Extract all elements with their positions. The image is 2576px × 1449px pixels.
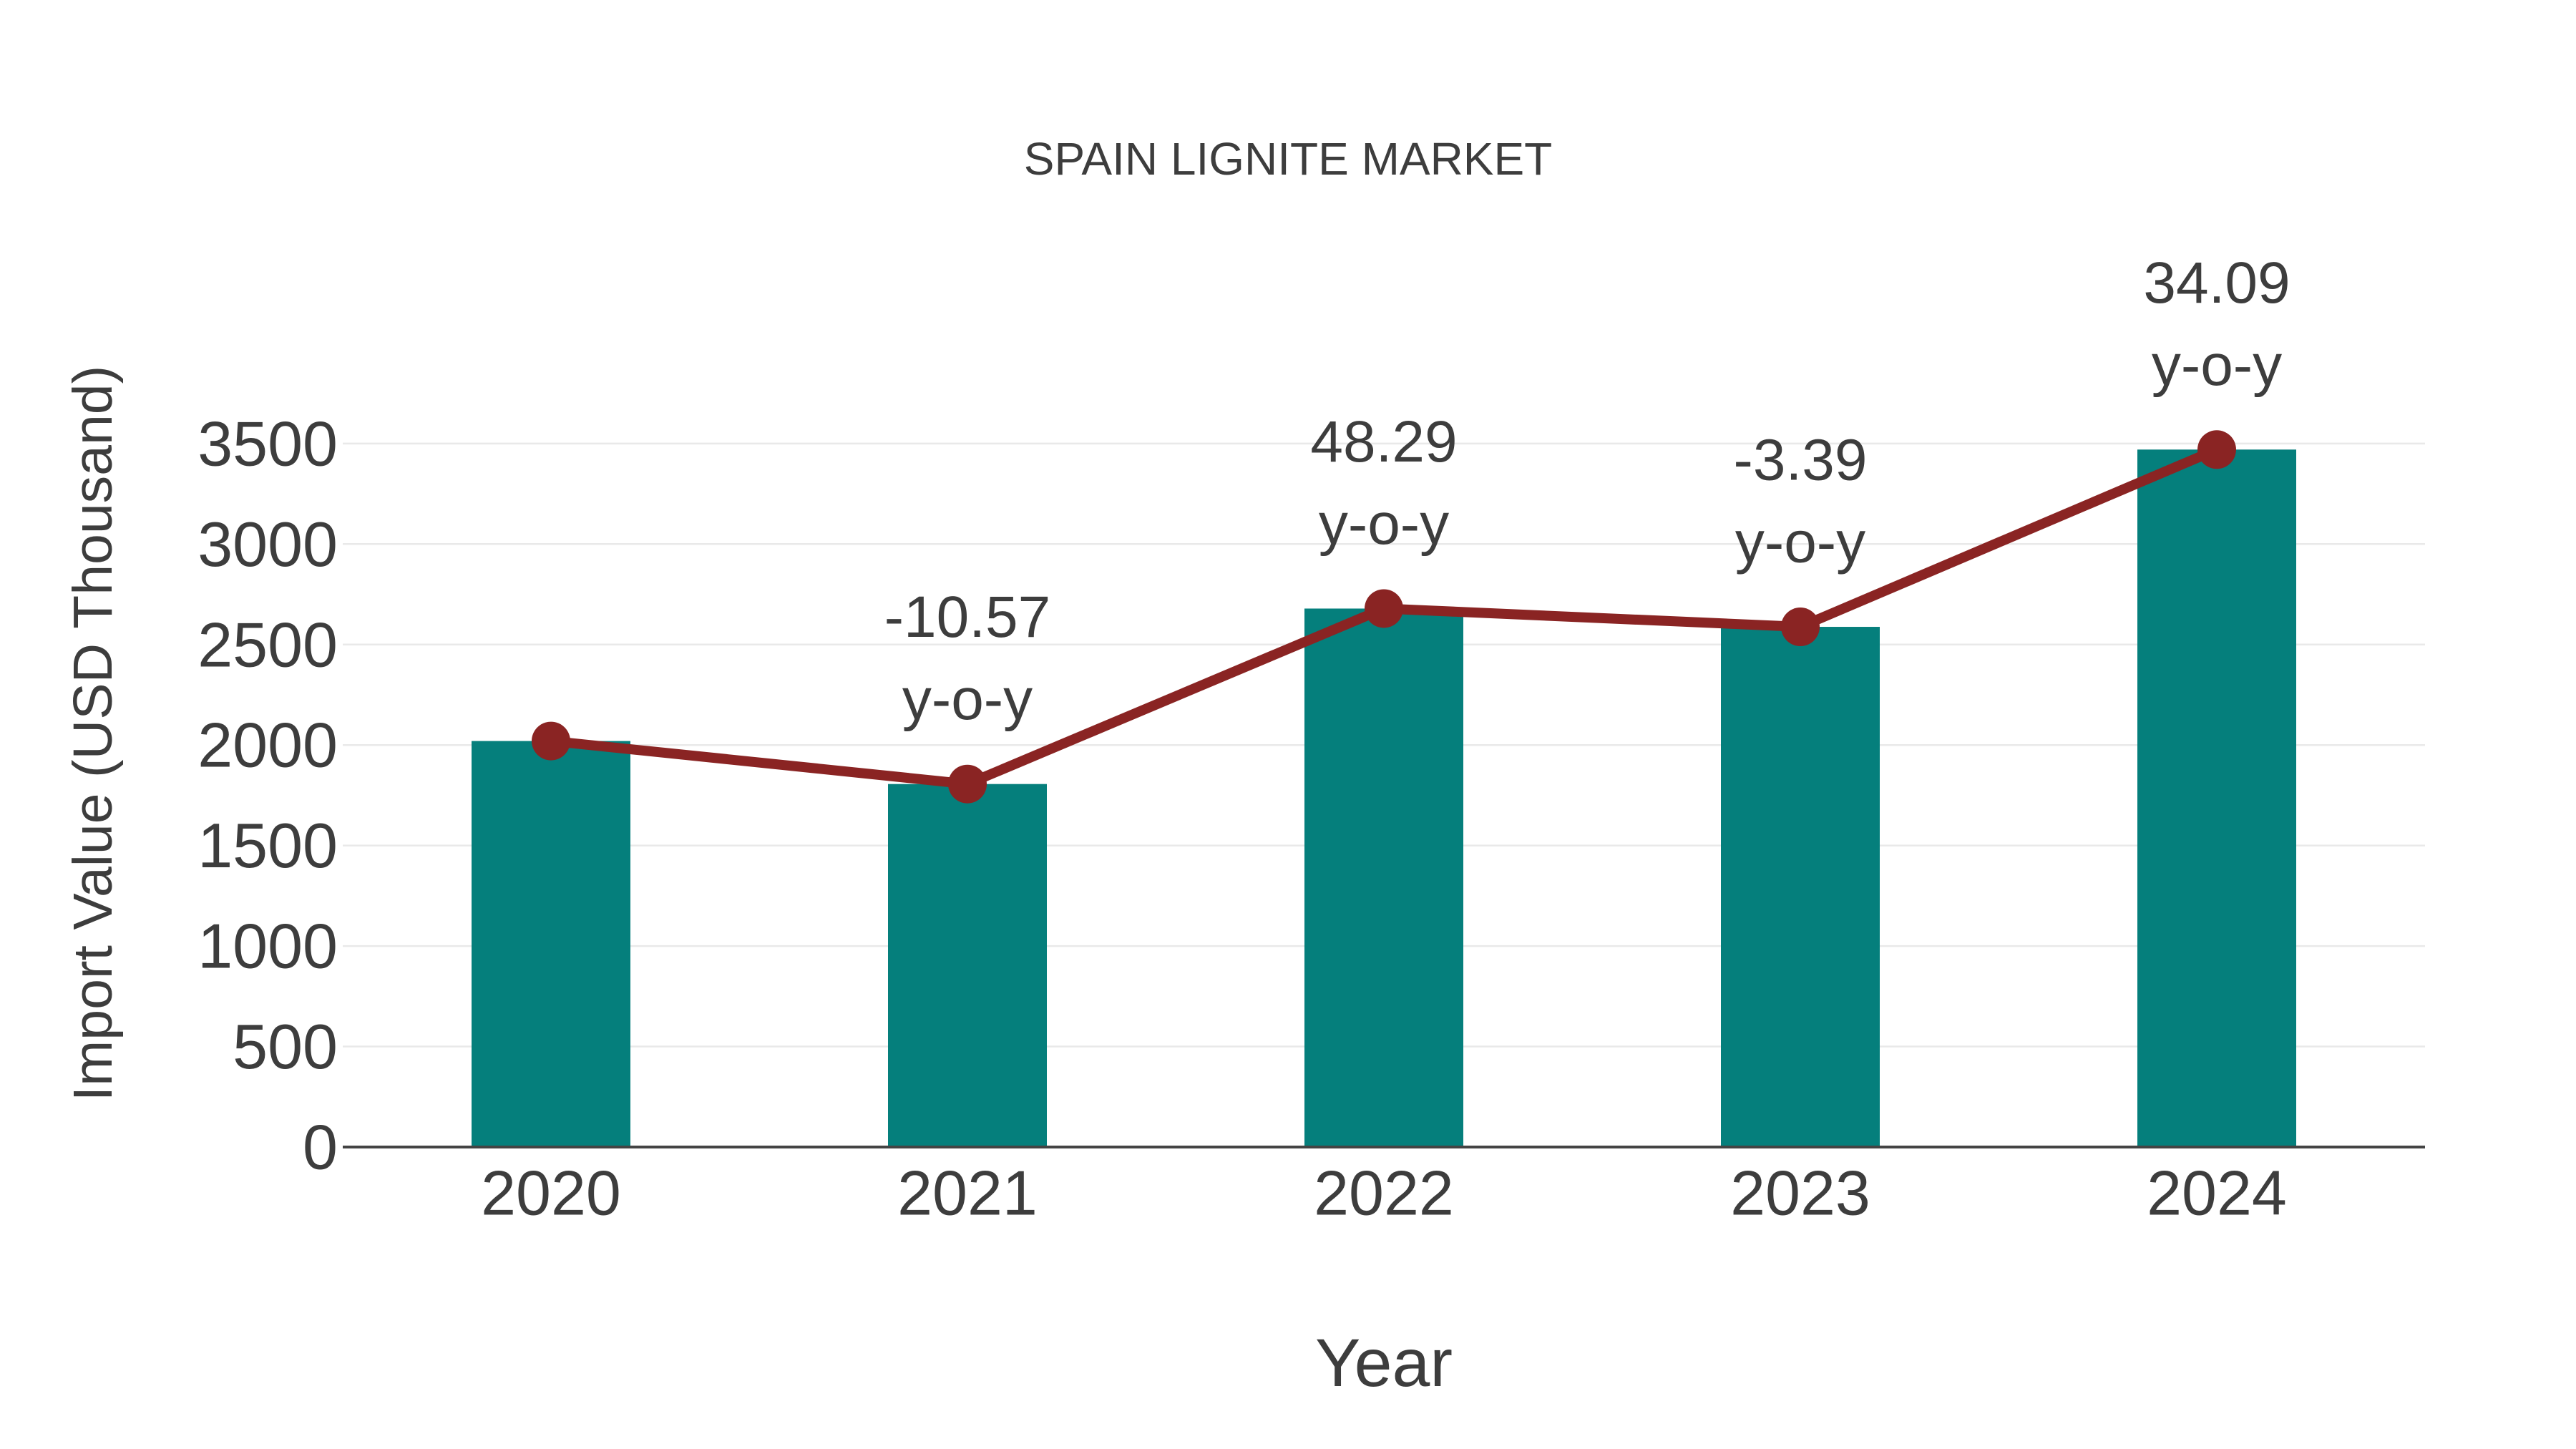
annotation-value-2021: -10.57 — [884, 585, 1051, 650]
annotation-value-2022: 48.29 — [1310, 409, 1457, 474]
x-tick-label-2020: 2020 — [481, 1158, 621, 1229]
y-tick-label-500: 500 — [233, 1011, 338, 1082]
x-axis-tick-labels: 2020 2021 2022 2023 2024 — [481, 1158, 2287, 1229]
x-axis-title: Year — [1315, 1325, 1453, 1401]
yoy-marker-2021[interactable] — [948, 764, 987, 804]
annotation-suffix-2021: y-o-y — [902, 667, 1033, 732]
y-tick-label-1500: 1500 — [197, 810, 338, 881]
y-tick-label-1000: 1000 — [197, 911, 338, 982]
y-tick-label-3000: 3000 — [197, 509, 338, 580]
annotation-value-2023: -3.39 — [1734, 428, 1868, 493]
annotation-value-2024: 34.09 — [2143, 250, 2290, 316]
annotation-suffix-2024: y-o-y — [2152, 333, 2282, 398]
line-series — [532, 430, 2236, 804]
y-tick-label-2500: 2500 — [197, 609, 338, 680]
yoy-marker-2023[interactable] — [1781, 608, 1820, 647]
bar-2023[interactable] — [1721, 627, 1880, 1147]
annotation-suffix-2023: y-o-y — [1735, 510, 1865, 575]
x-tick-label-2022: 2022 — [1314, 1158, 1454, 1229]
x-tick-label-2021: 2021 — [897, 1158, 1038, 1229]
y-tick-label-0: 0 — [303, 1112, 338, 1183]
yoy-annotations: -10.57 y-o-y 48.29 y-o-y -3.39 y-o-y 34.09 y-o-… — [884, 250, 2290, 732]
bar-2021[interactable] — [888, 784, 1047, 1147]
yoy-marker-2024[interactable] — [2197, 430, 2236, 469]
x-tick-label-2024: 2024 — [2147, 1158, 2287, 1229]
y-tick-label-2000: 2000 — [197, 710, 338, 781]
yoy-marker-2020[interactable] — [532, 721, 570, 761]
x-tick-label-2023: 2023 — [1730, 1158, 1870, 1229]
bar-2020[interactable] — [472, 741, 630, 1147]
chart-title: SPAIN LIGNITE MARKET — [1024, 133, 1553, 185]
annotation-suffix-2022: y-o-y — [1319, 492, 1449, 557]
bar-series — [472, 449, 2296, 1147]
bar-2022[interactable] — [1304, 608, 1463, 1147]
yoy-marker-2022[interactable] — [1365, 589, 1403, 628]
y-tick-label-3500: 3500 — [197, 408, 338, 479]
y-axis-title: Import Value (USD Thousand) — [62, 366, 124, 1102]
y-axis-tick-labels: 0 500 1000 1500 2000 2500 3000 3500 — [197, 408, 338, 1182]
bar-2024[interactable] — [2137, 449, 2296, 1147]
